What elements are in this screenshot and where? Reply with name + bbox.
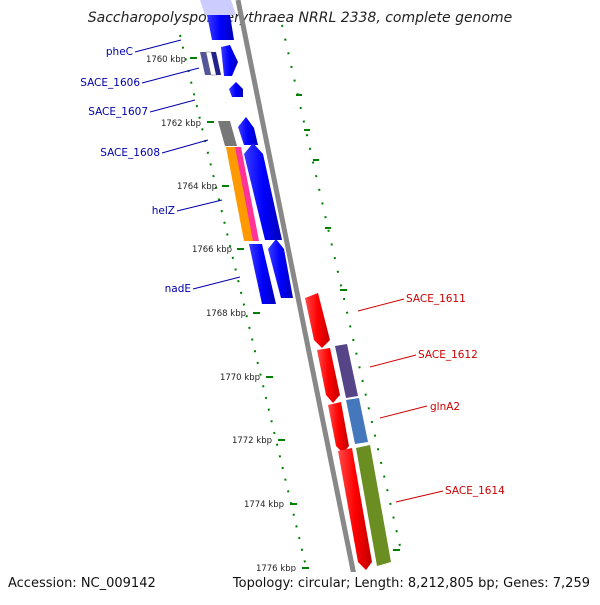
scale-tick-labels: 1760 kbp 1762 kbp 1764 kbp 1766 kbp 1768… [146, 55, 296, 574]
gene-sace1612-purple [335, 344, 358, 398]
gene-glna2-steelblue [346, 398, 368, 444]
gene-sace1608-grey [218, 121, 237, 146]
leader-sace1608 [161, 139, 209, 154]
label-sace1606: SACE_1606 [80, 77, 140, 89]
leader-nade [192, 276, 241, 290]
tick-label-1764: 1764 kbp [177, 182, 217, 192]
gene-top-blue [207, 15, 234, 40]
map-title: Saccharopolyspora erythraea NRRL 2338, c… [88, 10, 513, 26]
gene-nade-2 [268, 239, 293, 298]
label-sace1612: SACE_1612 [418, 349, 478, 361]
label-nade: nadE [165, 283, 191, 295]
right-gene-labels: SACE_1611 SACE_1612 glnA2 SACE_1614 [357, 293, 505, 503]
label-sace1608: SACE_1608 [100, 147, 160, 159]
tick-label-1772: 1772 kbp [232, 436, 272, 446]
label-phec: pheC [106, 46, 133, 58]
gene-top-pale [200, 0, 236, 15]
label-glna2: glnA2 [430, 401, 460, 413]
footer-band [0, 572, 600, 600]
gene-sace1614-red [338, 448, 372, 570]
leader-phec [134, 39, 182, 53]
label-helz: helZ [152, 205, 175, 217]
leader-sace1606 [141, 67, 200, 84]
dotted-guides [179, 24, 403, 576]
scale-ticks [190, 57, 400, 569]
gene-sace1608-blue [238, 117, 258, 145]
tick-label-1770: 1770 kbp [220, 373, 260, 383]
gene-phec-dark [200, 52, 212, 75]
tick-label-1762: 1762 kbp [161, 119, 201, 129]
gene-sace1614-green [356, 445, 391, 566]
label-sace1614: SACE_1614 [445, 485, 505, 497]
genome-summary-text: Topology: circular; Length: 8,212,805 bp… [232, 576, 590, 591]
genome-backbone [235, 0, 362, 601]
tick-label-1774: 1774 kbp [244, 500, 284, 510]
leader-glna2 [379, 405, 428, 419]
gene-nade-1 [249, 244, 276, 304]
gene-sace1607 [229, 82, 243, 97]
gene-phec-navy [211, 52, 221, 75]
leader-sace1612 [369, 354, 417, 368]
leader-sace1607 [149, 99, 196, 113]
gene-sace1612-red [317, 348, 340, 403]
label-sace1607: SACE_1607 [88, 106, 148, 118]
gene-helz-pink [235, 147, 259, 241]
gene-helz-blue [244, 143, 282, 240]
left-gene-labels: pheC SACE_1606 SACE_1607 SACE_1608 helZ … [80, 39, 241, 295]
gene-glna2-red [328, 402, 349, 453]
label-sace1611: SACE_1611 [406, 293, 466, 305]
gene-sace1611 [305, 293, 330, 348]
leader-sace1611 [357, 298, 405, 312]
tick-label-1776: 1776 kbp [256, 564, 296, 574]
leader-helz [176, 199, 223, 212]
leader-sace1614 [395, 490, 444, 503]
guide-line-left [179, 34, 309, 576]
tick-label-1768: 1768 kbp [206, 309, 246, 319]
gene-helz-orange [226, 147, 254, 241]
accession-text: Accession: NC_009142 [8, 576, 156, 591]
tick-label-1766: 1766 kbp [192, 245, 232, 255]
tick-label-1760: 1760 kbp [146, 55, 186, 65]
gene-sace1606 [221, 45, 238, 76]
reverse-strand-genes [305, 293, 391, 600]
forward-strand-genes [200, 0, 293, 304]
